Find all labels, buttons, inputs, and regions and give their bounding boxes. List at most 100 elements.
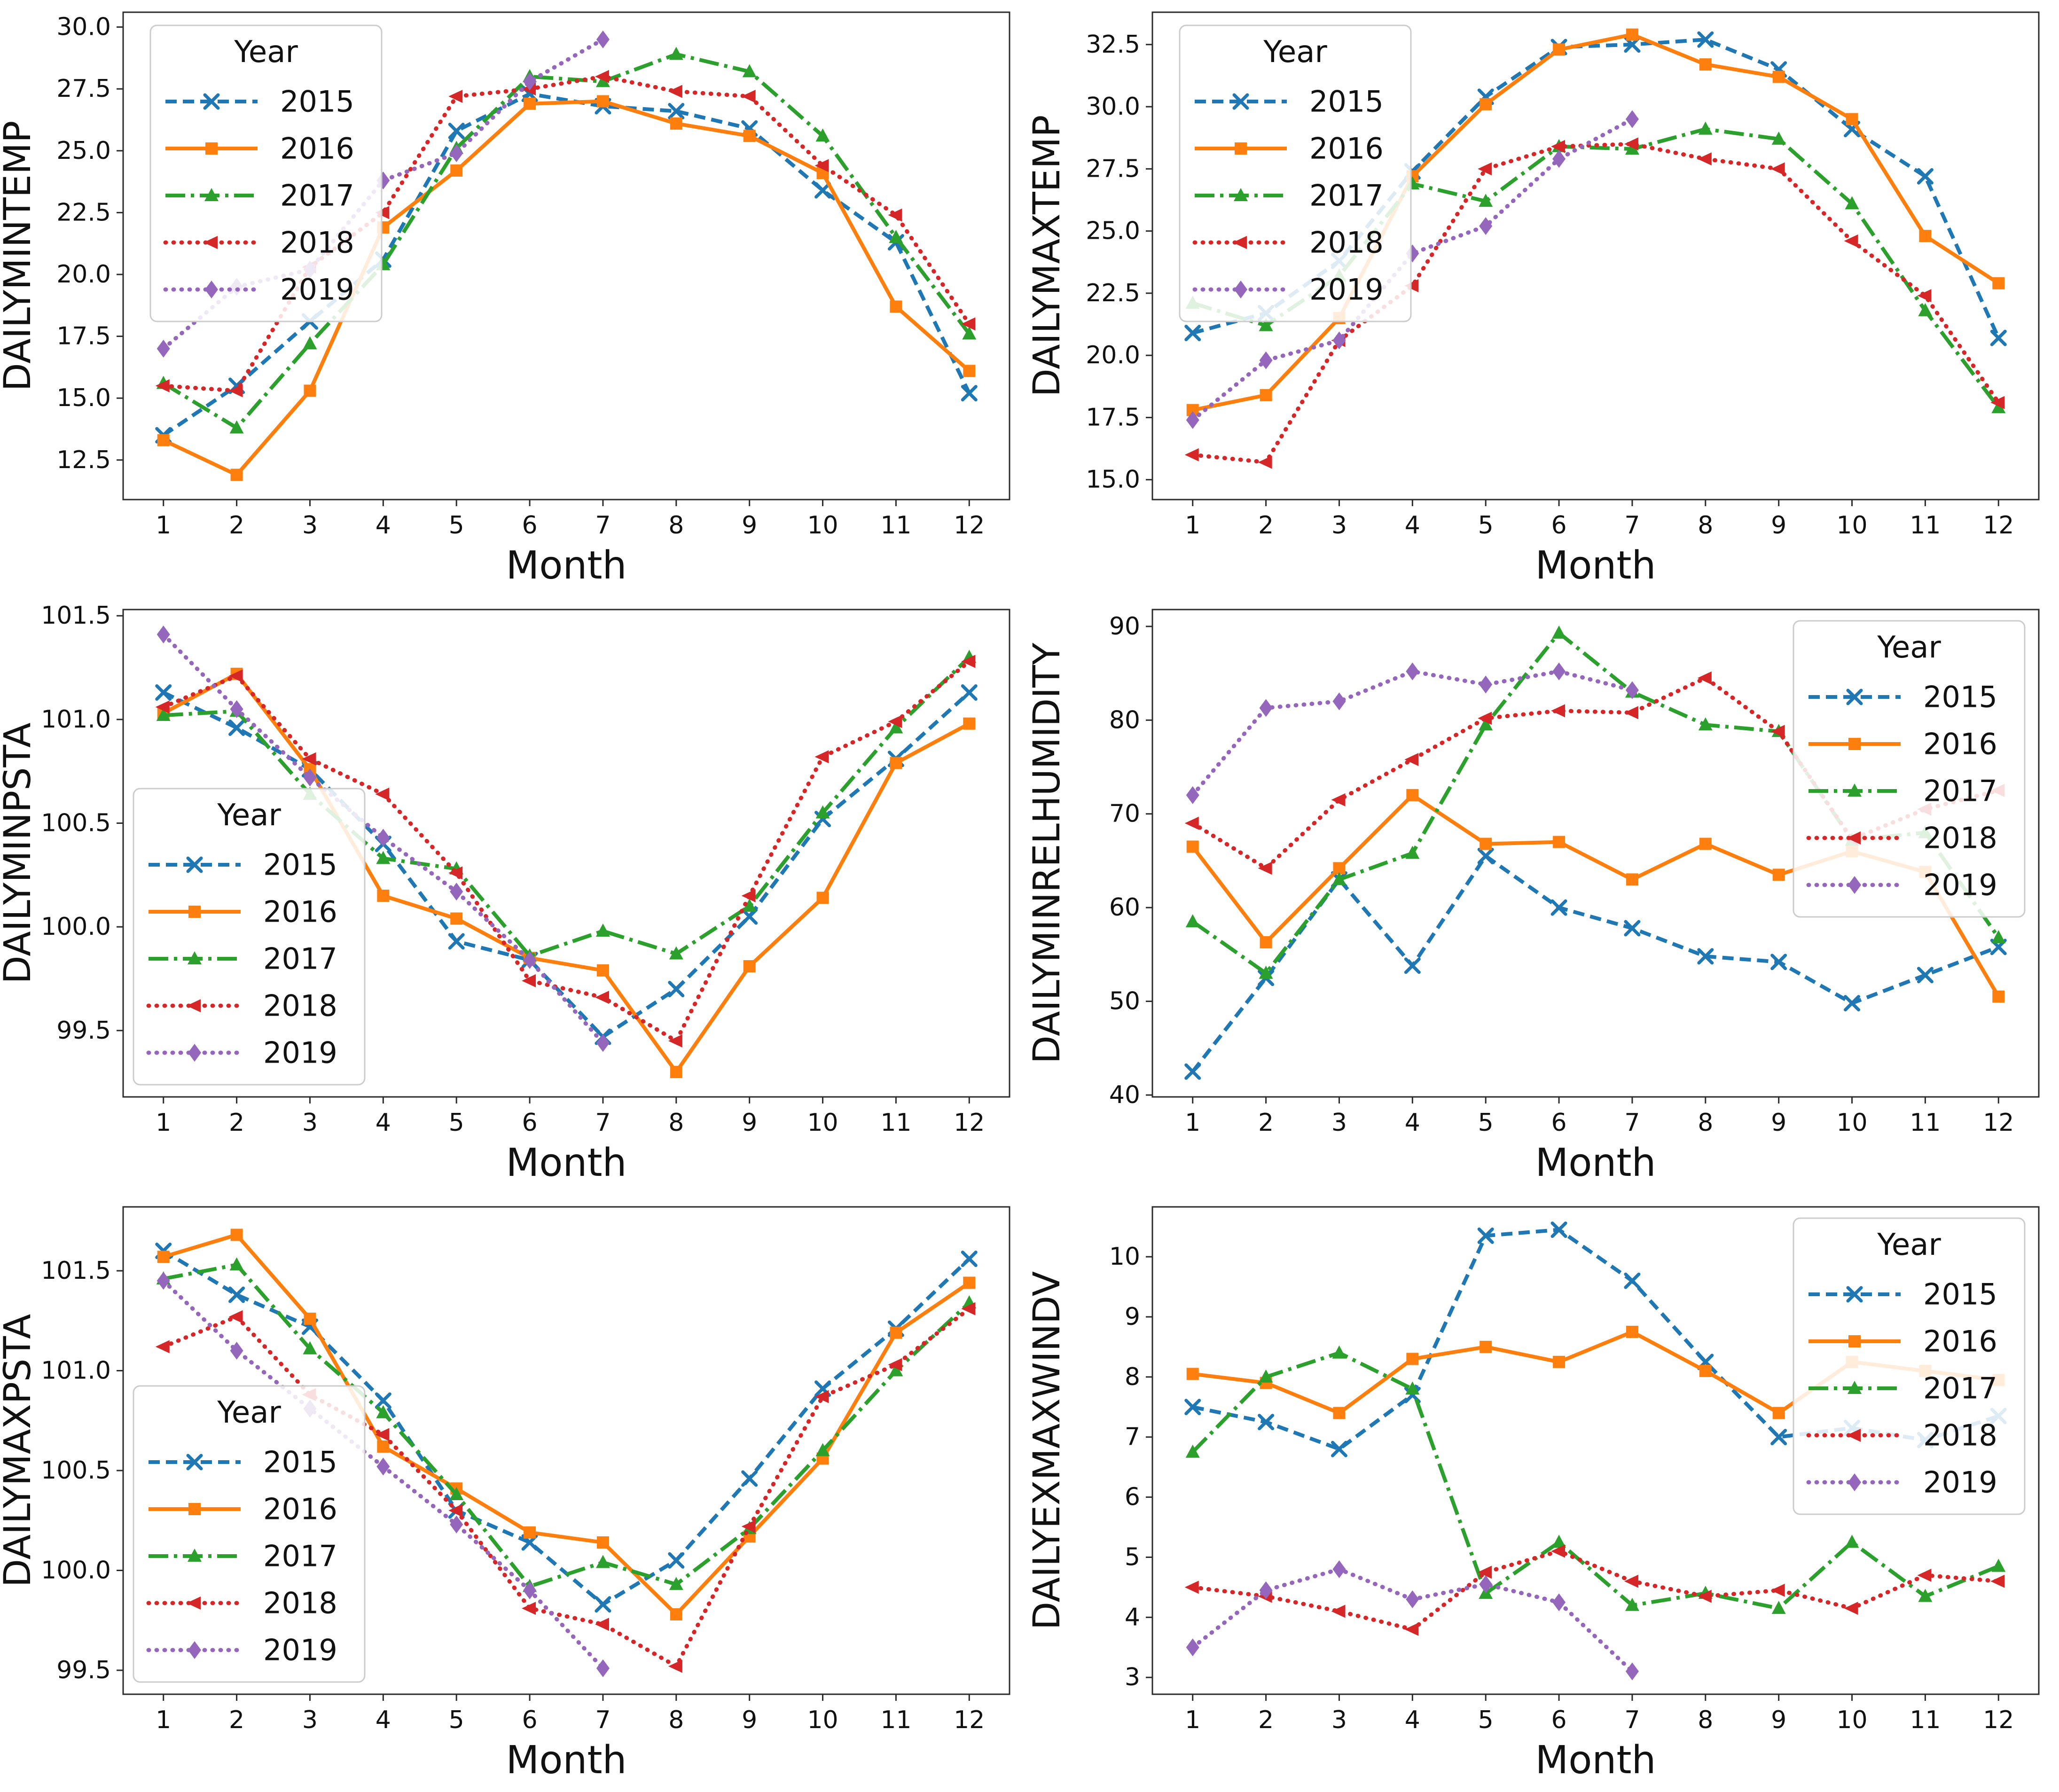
triangle-up-marker-icon <box>1405 845 1420 859</box>
square-marker-icon <box>1626 873 1638 886</box>
triangle-left-marker-icon <box>1184 816 1199 830</box>
x-tick-label: 8 <box>668 511 684 540</box>
x-tick-label: 3 <box>302 511 318 540</box>
legend-label-2018: 2018 <box>280 226 354 260</box>
triangle-up-marker-icon <box>204 188 219 201</box>
y-tick-label: 101.0 <box>41 705 111 734</box>
x-tick-label: 4 <box>376 511 391 540</box>
square-marker-icon <box>1553 43 1566 56</box>
triangle-up-marker-icon <box>815 1443 830 1456</box>
triangle-up-marker-icon <box>1259 318 1273 331</box>
triangle-up-marker-icon <box>229 1257 244 1271</box>
x-tick-label: 12 <box>1983 1706 2014 1734</box>
legend-label-2019: 2019 <box>263 1633 337 1667</box>
y-axis-label: DAILYMINRELHUMIDITY <box>1029 642 1068 1064</box>
x-marker-icon <box>961 684 978 701</box>
diamond-marker-icon <box>596 30 610 48</box>
x-tick-label: 7 <box>1624 511 1640 540</box>
triangle-up-marker-icon <box>1479 717 1493 731</box>
triangle-up-marker-icon <box>376 851 391 864</box>
square-marker-icon <box>670 1608 682 1620</box>
diamond-marker-icon <box>188 1641 201 1659</box>
x-tick-label: 12 <box>954 1109 985 1137</box>
triangle-left-marker-icon <box>668 1034 682 1048</box>
series-line-2016 <box>163 1233 971 1616</box>
legend-title: Year <box>1263 35 1327 70</box>
y-tick-label: 27.5 <box>56 75 111 103</box>
legend-label-2019: 2019 <box>1923 868 1997 902</box>
legend-label-2016: 2016 <box>1923 1324 1997 1359</box>
chart-daily-max-temp: 15.0 17.5 20.0 22.5 25.0 27.5 30.0 32.5 1 2 3 4 5 6 7 8… <box>1029 0 2059 597</box>
legend-label-2018: 2018 <box>1309 226 1384 260</box>
x-tick-label: 7 <box>595 1109 611 1137</box>
triangle-up-marker-icon <box>1848 1381 1862 1394</box>
legend-label-2016: 2016 <box>263 1492 337 1526</box>
triangle-up-marker-icon <box>1234 188 1248 201</box>
x-tick-label: 2 <box>1258 511 1274 540</box>
x-marker-icon <box>1770 1429 1787 1446</box>
triangle-left-marker-icon <box>814 159 829 172</box>
y-tick-label: 6 <box>1125 1483 1140 1511</box>
triangle-left-marker-icon <box>1258 861 1272 875</box>
x-tick-label: 5 <box>1478 1109 1494 1137</box>
series-line-2017 <box>162 52 971 430</box>
diamond-marker-icon <box>303 768 317 787</box>
triangle-left-marker-icon <box>741 89 756 103</box>
diamond-marker-icon <box>523 72 537 91</box>
diamond-marker-icon <box>596 1659 610 1677</box>
triangle-left-marker-icon <box>961 1302 976 1315</box>
x-tick-label: 4 <box>1405 511 1420 540</box>
y-tick-label: 100.5 <box>41 809 111 837</box>
triangle-left-marker-icon <box>1770 1583 1785 1597</box>
x-tick-label: 5 <box>1478 511 1494 540</box>
y-tick-label: 100.5 <box>41 1456 111 1485</box>
x-tick-label: 8 <box>1698 1706 1713 1734</box>
triangle-left-marker-icon <box>228 384 243 398</box>
triangle-left-marker-icon <box>1624 137 1638 151</box>
x-tick-label: 6 <box>522 511 538 540</box>
legend-label-2016: 2016 <box>1923 727 1997 761</box>
x-tick-label: 7 <box>595 511 611 540</box>
triangle-left-marker-icon <box>1990 396 2005 409</box>
triangle-left-marker-icon <box>155 700 170 714</box>
legend-label-2015: 2015 <box>263 848 337 882</box>
legend-title: Year <box>234 35 298 70</box>
x-tick-label: 10 <box>1836 1109 1867 1137</box>
y-tick-label: 12.5 <box>56 446 111 474</box>
triangle-left-marker-icon <box>375 1428 390 1441</box>
x-tick-label: 1 <box>156 1109 171 1137</box>
triangle-left-marker-icon <box>522 974 536 987</box>
diamond-marker-icon <box>1259 351 1273 369</box>
triangle-up-marker-icon <box>669 1577 683 1590</box>
triangle-left-marker-icon <box>204 236 218 249</box>
legend-label-2019: 2019 <box>280 273 354 307</box>
triangle-left-marker-icon <box>1478 162 1492 176</box>
legend-label-2017: 2017 <box>1923 1371 1997 1406</box>
diamond-marker-icon <box>1625 1662 1639 1681</box>
x-tick-label: 6 <box>522 1109 538 1137</box>
diamond-marker-icon <box>596 1034 610 1052</box>
x-tick-label: 9 <box>1771 511 1786 540</box>
x-marker-icon <box>814 182 831 199</box>
legend: Year 2015 2016 2017 2018 2019 <box>133 788 366 1086</box>
square-marker-icon <box>1772 869 1785 881</box>
x-tick-label: 3 <box>1331 511 1347 540</box>
square-marker-icon <box>1626 1325 1638 1338</box>
square-marker-icon <box>963 1276 976 1289</box>
legend-label-2019: 2019 <box>1923 1465 1997 1500</box>
triangle-up-marker-icon <box>742 64 757 78</box>
x-marker-icon <box>1770 954 1787 970</box>
triangle-left-marker-icon <box>668 85 682 98</box>
diamond-marker-icon <box>1479 1575 1493 1594</box>
x-tick-label: 12 <box>1983 511 2014 540</box>
triangle-left-marker-icon <box>448 1504 463 1517</box>
chart-daily-ex-max-windv: 3 4 5 6 7 8 9 10 1 2 3 4 5 6 7 8 9 10 11 12 Month DAILYEXMAXW… <box>1029 1195 2059 1792</box>
line-chart: 12.515.017.520.022.525.027.530.01 2 3 4 5 6 7 8… <box>0 11 1010 588</box>
x-marker-icon <box>1990 329 2007 346</box>
legend-title: Year <box>217 1395 281 1430</box>
y-axis-label: DAILYMINTEMP <box>0 121 39 391</box>
triangle-left-marker-icon <box>961 317 976 331</box>
y-axis-label: DAILYMAXPSTA <box>0 1314 39 1587</box>
diamond-marker-icon <box>1259 699 1273 717</box>
